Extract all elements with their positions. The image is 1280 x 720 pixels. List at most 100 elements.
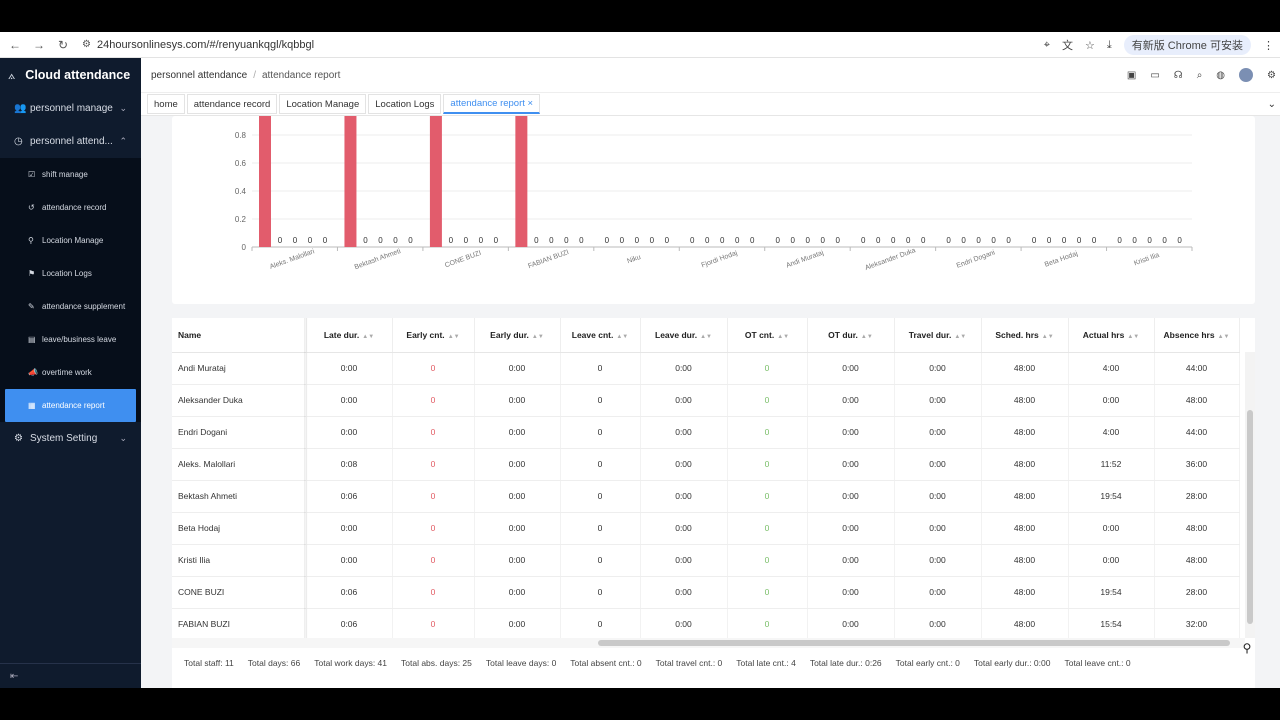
tab-attendance-record[interactable]: attendance record (186, 94, 278, 114)
column-header[interactable]: Early dur. ▲▼ (474, 318, 561, 353)
main-content: personnel attendance / attendance report… (141, 58, 1280, 688)
column-header-label: OT cnt. (744, 329, 775, 340)
table-cell: 0:00 (474, 352, 561, 385)
sort-icon[interactable]: ▲▼ (700, 333, 712, 340)
submenu-attendance-supplement[interactable]: ✎ attendance supplement (0, 290, 141, 323)
submenu-label: attendance report (42, 401, 105, 410)
app-title: Cloud attendance (25, 68, 131, 82)
translate-icon[interactable]: 文 (1062, 40, 1073, 52)
sort-icon[interactable]: ▲▼ (362, 333, 375, 340)
sort-icon[interactable]: ▲▼ (860, 333, 873, 340)
vertical-scroll-thumb[interactable] (1247, 410, 1253, 624)
column-header[interactable]: Sched. hrs ▲▼ (981, 318, 1069, 353)
globe-icon[interactable]: ◍ (1216, 69, 1226, 81)
chrome-update-button[interactable]: 有新版 Chrome 可安装 (1123, 35, 1251, 55)
submenu-label: leave/business leave (42, 335, 117, 344)
table-cell: 48:00 (1154, 384, 1240, 417)
x-tick-label: Aleks. Malollari (269, 248, 316, 271)
menu-personnel-manage[interactable]: 👥 personnel manage ⌄ (0, 92, 141, 125)
address-bar[interactable]: ⚙ 24hoursonlinesys.com/#/renyuankqgl/kqb… (82, 39, 314, 51)
table-cell: 0 (727, 512, 808, 545)
column-header[interactable]: Travel dur. ▲▼ (894, 318, 982, 353)
submenu-location-manage[interactable]: ⚲ Location Manage (0, 224, 141, 257)
data-label: 0 (1077, 236, 1082, 245)
data-label: 0 (1006, 236, 1011, 245)
submenu-overtime-work[interactable]: 📣 overtime work (0, 356, 141, 389)
forward-icon[interactable]: → (33, 37, 45, 52)
submenu-attendance-record[interactable]: ↺ attendance record (0, 191, 141, 224)
tab-location-manage[interactable]: Location Manage (279, 94, 367, 114)
headset-icon[interactable]: ☊ (1173, 69, 1183, 81)
sort-icon[interactable]: ▲▼ (1217, 333, 1230, 340)
table-cell: 0:00 (1068, 384, 1155, 417)
clipboard-icon[interactable]: ▣ (1126, 69, 1137, 81)
data-label: 0 (876, 236, 881, 245)
column-header[interactable]: Absence hrs ▲▼ (1154, 318, 1240, 353)
sort-icon[interactable]: ▲▼ (1127, 333, 1140, 340)
column-header[interactable]: OT cnt. ▲▼ (727, 318, 808, 353)
table-cell: 32:00 (1154, 608, 1240, 641)
data-label: 0 (534, 236, 539, 245)
horizontal-scrollbar[interactable] (172, 638, 1245, 648)
sort-icon[interactable]: ▲▼ (447, 333, 460, 340)
table-cell: 48:00 (981, 608, 1069, 641)
table-cell: 0:00 (474, 608, 561, 641)
download-icon[interactable]: ⤓ (1106, 38, 1112, 51)
tab-location-logs[interactable]: Location Logs (368, 94, 442, 114)
message-icon[interactable]: ▭ (1150, 69, 1160, 81)
horizontal-scroll-thumb[interactable] (598, 640, 1230, 646)
sort-icon[interactable]: ▲▼ (531, 333, 544, 340)
sort-icon[interactable]: ▲▼ (777, 333, 790, 340)
submenu-leave-business-leave[interactable]: ▤ leave/business leave (0, 323, 141, 356)
x-tick-label: Andi Murataj (785, 249, 825, 269)
sort-icon[interactable]: ▲▼ (1041, 333, 1054, 340)
site-info-icon[interactable]: ⚙ (82, 39, 91, 50)
reload-icon[interactable]: ↻ (57, 37, 69, 52)
bookmark-star-icon[interactable]: ☆ (1085, 39, 1095, 52)
column-header-label: Late dur. (323, 329, 360, 340)
menu-personnel-attendance[interactable]: ◷ personnel attend... ⌃ (0, 125, 141, 158)
avatar[interactable] (1239, 68, 1254, 82)
column-header[interactable]: OT dur. ▲▼ (807, 318, 895, 353)
submenu-label: Location Logs (42, 269, 92, 278)
rocket-icon[interactable]: ⚲ (1242, 641, 1252, 655)
table-cell: 0 (560, 512, 641, 545)
back-icon[interactable]: ← (9, 37, 21, 52)
location-icon[interactable]: ⌖ (1043, 38, 1050, 51)
tab-attendance-report[interactable]: attendance report × (443, 94, 541, 114)
tabs-dropdown-icon[interactable]: ⌄ (1267, 98, 1276, 110)
data-label: 0 (449, 236, 454, 245)
table-row: Beta Hodaj 0:00 0 0:00 0 0:00 0 0:00 0:00 48:00 0:… (172, 512, 1240, 545)
column-header[interactable]: Early cnt. ▲▼ (392, 318, 475, 353)
search-icon[interactable]: ⌕ (1196, 69, 1203, 81)
collapse-sidebar-icon[interactable]: ⇤ (10, 671, 19, 682)
y-tick-label: 0.4 (235, 187, 247, 196)
document-icon: ▤ (28, 335, 36, 344)
table-row: CONE BUZI 0:06 0 0:00 0 0:00 0 0:00 0:00 48:00 19:… (172, 576, 1240, 609)
summary-item: Total abs. days: 25 (401, 658, 472, 668)
table-cell: 0:00 (474, 576, 561, 609)
column-header[interactable]: Late dur. ▲▼ (306, 318, 393, 353)
tab-home[interactable]: home (147, 94, 185, 114)
submenu-location-logs[interactable]: ⚑ Location Logs (0, 257, 141, 290)
report-icon: ▦ (28, 401, 36, 410)
column-header[interactable]: Actual hrs ▲▼ (1068, 318, 1155, 353)
column-header[interactable]: Name (172, 318, 307, 353)
vertical-scrollbar[interactable] (1245, 352, 1255, 638)
column-header[interactable]: Leave dur. ▲▼ (640, 318, 728, 353)
sort-icon[interactable]: ▲▼ (616, 333, 629, 340)
calendar-check-icon: ☑ (28, 170, 36, 179)
column-header[interactable]: Leave cnt. ▲▼ (560, 318, 641, 353)
submenu-attendance-report[interactable]: ▦ attendance report (5, 389, 136, 422)
x-tick-label: Bektash Ahmeti (354, 248, 403, 271)
data-label: 0 (921, 236, 926, 245)
table-cell: 48:00 (981, 448, 1069, 481)
submenu-shift-manage[interactable]: ☑ shift manage (0, 158, 141, 191)
table-cell: 0:00 (894, 448, 982, 481)
table-cell: Aleks. Malollari (172, 448, 307, 481)
settings-gear-icon[interactable]: ⚙ (1267, 69, 1276, 81)
sort-icon[interactable]: ▲▼ (954, 333, 967, 340)
breadcrumb-personnel-attendance[interactable]: personnel attendance (151, 69, 248, 81)
menu-system-setting[interactable]: ⚙ System Setting ⌄ (0, 422, 141, 455)
browser-menu-icon[interactable]: ⋮ (1263, 39, 1274, 52)
